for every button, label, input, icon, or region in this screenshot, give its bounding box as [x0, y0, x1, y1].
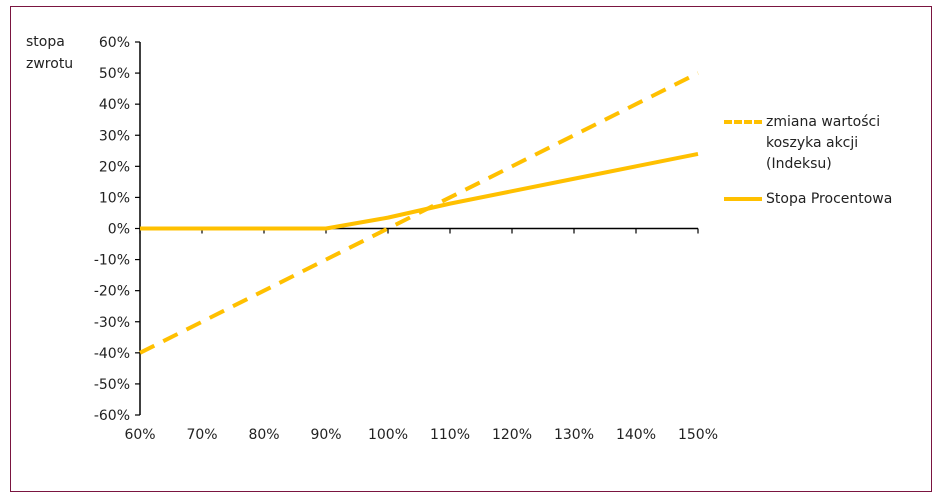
legend-label: Stopa Procentowa [766, 191, 893, 207]
x-tick-label: 80% [248, 427, 279, 443]
y-tick-label: 30% [99, 128, 130, 144]
x-tick-label: 110% [430, 427, 470, 443]
y-axis-title-line: zwrotu [26, 56, 73, 72]
y-tick-label: -30% [94, 315, 130, 331]
legend-swatch [724, 197, 762, 201]
legend-label: zmiana wartości [766, 114, 881, 130]
y-tick-label: 20% [99, 159, 130, 175]
legend-item: zmiana wartości koszyka akcji (Indeksu) [724, 112, 934, 175]
y-tick-label: 40% [99, 97, 130, 113]
x-tick-label: 60% [124, 427, 155, 443]
legend-label: koszyka akcji [766, 135, 859, 151]
x-tick-label: 140% [616, 427, 656, 443]
series-line-interest-rate [140, 151, 699, 231]
x-tick-label: 90% [310, 427, 341, 443]
x-tick-label: 70% [186, 427, 217, 443]
x-tick-label: 150% [678, 427, 718, 443]
x-tick-label: 120% [492, 427, 532, 443]
y-tick-label: 60% [99, 35, 130, 51]
x-tick-label: 130% [554, 427, 594, 443]
y-tick-label: -60% [94, 408, 130, 424]
series-layer [139, 71, 699, 355]
legend: zmiana wartości koszyka akcji (Indeksu) Sto… [724, 112, 934, 222]
y-axis-title: stopa zwrotu [26, 34, 73, 72]
y-tick-label: -40% [94, 346, 130, 362]
y-tick-label: -10% [94, 253, 130, 269]
y-tick-label: 50% [99, 66, 130, 82]
x-axis-ticks: 60% 70% 80% 90% 100% 110% 120% 130% 140% 150% [124, 228, 718, 443]
x-tick-label: 100% [368, 427, 408, 443]
legend-label: (Indeksu) [766, 156, 832, 172]
legend-swatch [724, 120, 762, 124]
y-axis-title-line: stopa [26, 34, 65, 50]
legend-item: Stopa Procentowa [724, 189, 934, 210]
chart-area [10, 6, 932, 492]
y-axis-ticks: 60% 50% 40% 30% 20% 10% 0% -10% -20% -30% -40% -50%… [94, 35, 140, 424]
y-tick-label: 0% [108, 222, 130, 238]
series-line-index [139, 71, 699, 355]
y-tick-label: -50% [94, 377, 130, 393]
y-tick-label: -20% [94, 284, 130, 300]
y-tick-label: 10% [99, 190, 130, 206]
